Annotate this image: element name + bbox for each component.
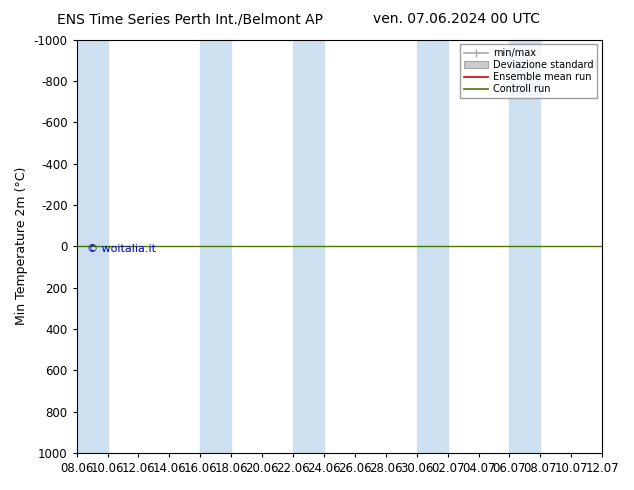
Text: © woitalia.it: © woitalia.it bbox=[87, 244, 156, 254]
Text: ENS Time Series Perth Int./Belmont AP: ENS Time Series Perth Int./Belmont AP bbox=[57, 12, 323, 26]
Bar bbox=[417, 40, 448, 453]
Legend: min/max, Deviazione standard, Ensemble mean run, Controll run: min/max, Deviazione standard, Ensemble m… bbox=[460, 45, 597, 98]
Y-axis label: Min Temperature 2m (°C): Min Temperature 2m (°C) bbox=[15, 167, 28, 325]
Text: ven. 07.06.2024 00 UTC: ven. 07.06.2024 00 UTC bbox=[373, 12, 540, 26]
Bar bbox=[77, 40, 108, 453]
Bar bbox=[510, 40, 540, 453]
Bar bbox=[293, 40, 324, 453]
Bar bbox=[200, 40, 231, 453]
